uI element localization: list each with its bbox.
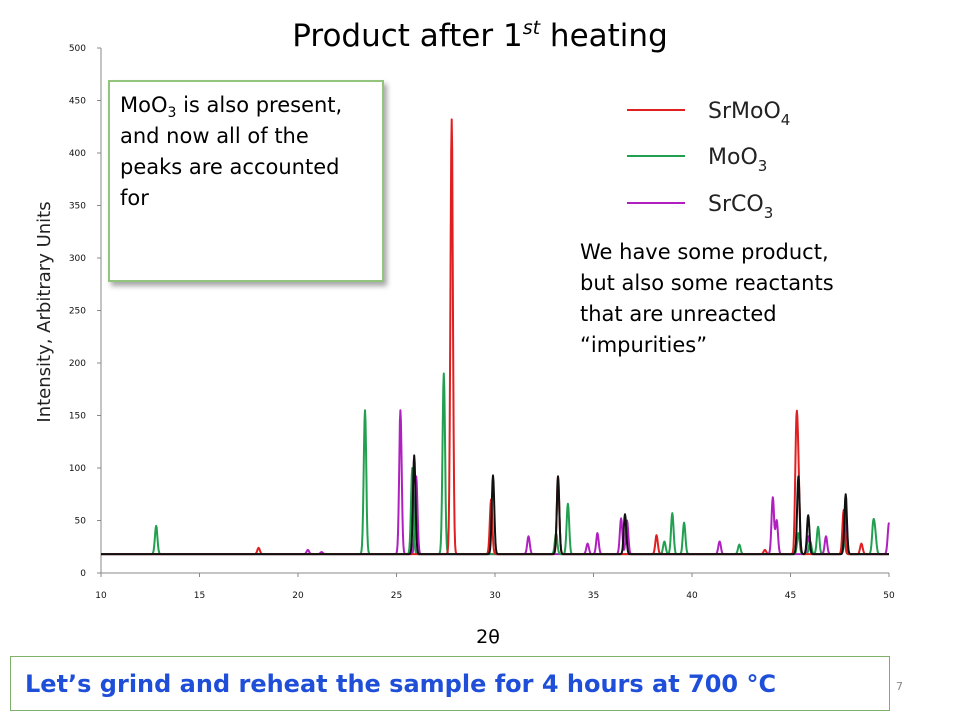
y-tick-label: 450 — [69, 97, 86, 107]
x-tick-label: 15 — [194, 591, 205, 601]
x-tick-label: 50 — [883, 591, 895, 601]
x-tick-label: 10 — [95, 591, 107, 601]
banner-text: Let’s grind and reheat the sample for 4 … — [25, 669, 777, 698]
y-tick-label: 50 — [75, 517, 87, 527]
chart-series — [100, 118, 890, 556]
y-tick-label: 250 — [69, 307, 86, 317]
y-tick-label: 0 — [80, 569, 86, 579]
legend-label: MoO3 — [708, 145, 767, 175]
y-tick-label: 350 — [69, 202, 86, 212]
y-tick-label: 150 — [69, 412, 86, 422]
callout-subscript: 3 — [167, 105, 177, 122]
y-tick-label: 200 — [69, 359, 86, 369]
x-tick-label: 35 — [588, 591, 599, 601]
y-axis-label: Intensity, Arbitrary Units — [34, 201, 55, 422]
y-tick-label: 300 — [69, 254, 86, 264]
y-tick-label: 400 — [69, 149, 86, 159]
x-axis-label: 2θ — [476, 626, 500, 648]
title-superscript: st — [522, 17, 541, 39]
title-main: Product after 1 — [292, 18, 523, 54]
x-tick-label: 45 — [785, 591, 796, 601]
page-number: 7 — [896, 680, 903, 693]
y-tick-label: 500 — [69, 44, 86, 54]
reheat-banner: Let’s grind and reheat the sample for 4 … — [10, 656, 890, 711]
reactants-note: We have some product, but also some reac… — [580, 240, 834, 357]
legend-label: SrMoO4 — [708, 99, 790, 129]
callout-text-part2: is also present, and now all of the peak… — [120, 93, 343, 210]
x-tick-label: 40 — [686, 591, 698, 601]
chart-legend: SrMoO4 MoO3 SrCO3 — [627, 99, 790, 222]
x-tick-label: 25 — [391, 591, 402, 601]
callout-box: MoO3 is also present, and now all of the… — [108, 80, 384, 282]
x-tick-label: 20 — [292, 591, 304, 601]
series-line-observed — [100, 454, 890, 556]
legend-label: SrCO3 — [708, 192, 773, 222]
y-tick-label: 100 — [69, 464, 86, 474]
slide-title: Product after 1st heating — [180, 14, 780, 58]
title-end: heating — [540, 18, 668, 54]
callout-text-part1: MoO — [120, 93, 168, 117]
x-tick-label: 30 — [489, 591, 501, 601]
